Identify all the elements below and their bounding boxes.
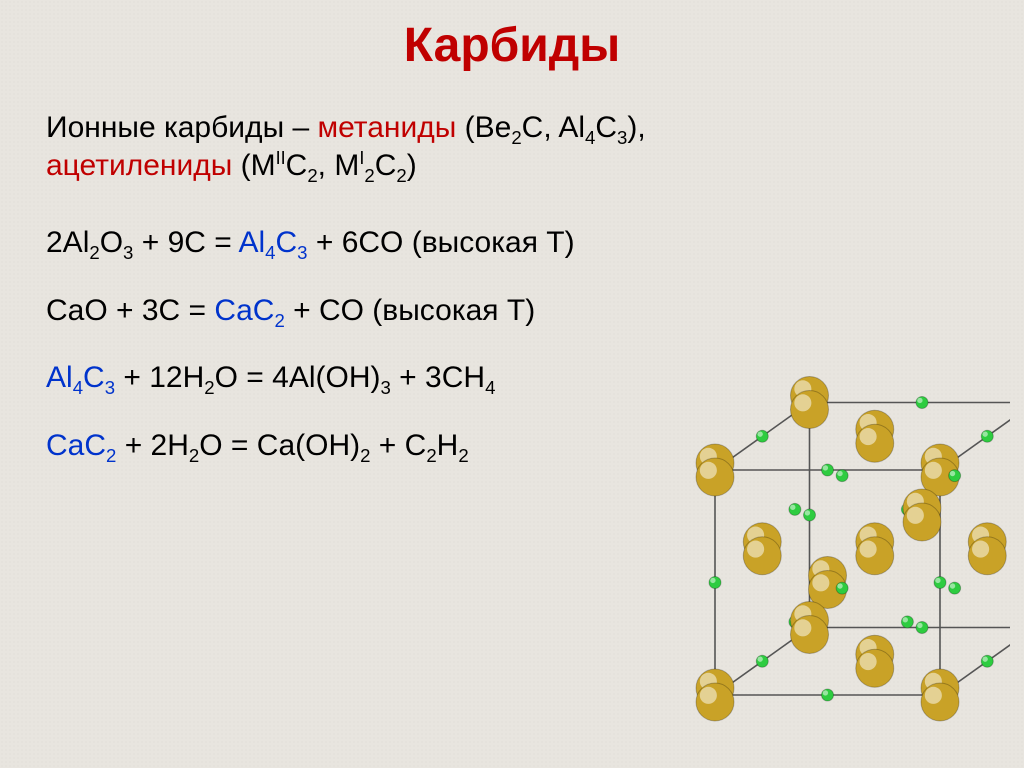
equation-2: CaO + 3C = CaC2 + CO (высокая T)	[46, 292, 978, 330]
slide-title: Карбиды	[0, 0, 1024, 79]
intro-line: Ионные карбиды – метаниды (Be2C, Al4C3),…	[46, 109, 978, 184]
crystal-lattice-diagram	[660, 370, 1010, 750]
equation-1: 2Al2O3 + 9C = Al4C3 + 6CO (высокая T)	[46, 224, 978, 262]
